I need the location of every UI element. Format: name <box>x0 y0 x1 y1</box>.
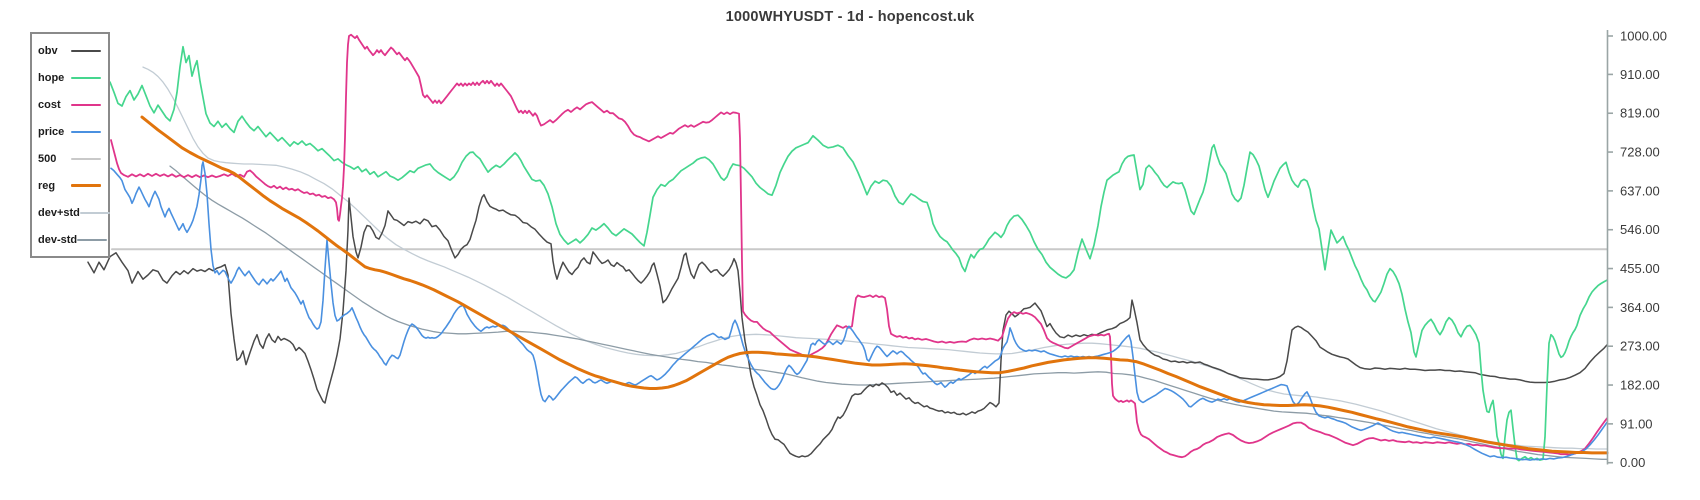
legend-item-price: price <box>32 119 108 145</box>
legend-swatch-cost-icon <box>71 103 101 106</box>
legend-item-500: 500 <box>32 146 108 172</box>
legend-label-cost: cost <box>38 98 61 111</box>
legend-label-dev+std: dev+std <box>38 206 80 219</box>
series-line-reg <box>140 115 1609 455</box>
series-line-hope <box>109 45 1608 462</box>
legend-swatch-reg-icon <box>71 184 101 187</box>
legend-label-hope: hope <box>38 71 65 84</box>
series-line-cost <box>110 33 1608 459</box>
y-axis-tick-label: 546.00 <box>1620 222 1660 237</box>
series-line-price <box>110 161 1608 461</box>
series-line-obv <box>87 193 1608 458</box>
legend-item-reg: reg <box>32 173 108 199</box>
chart-title: 1000WHYUSDT - 1d - hopencost.uk <box>725 9 975 25</box>
y-axis-tick-label: 1000.00 <box>1620 29 1667 44</box>
legend-label-500: 500 <box>38 152 57 165</box>
legend-item-hope: hope <box>32 65 108 91</box>
legend: obv hope cost price 500 reg dev+std dev-std <box>30 32 110 258</box>
series-line-dev-std <box>169 165 1608 460</box>
legend-item-dev+std: dev+std <box>32 200 110 226</box>
legend-label-obv: obv <box>38 44 58 57</box>
legend-swatch-obv-icon <box>71 49 101 52</box>
legend-label-price: price <box>38 125 65 138</box>
y-axis-tick-label: 910.00 <box>1620 67 1660 82</box>
y-axis-tick-label: 364.00 <box>1620 300 1660 315</box>
y-axis-tick-label: 0.00 <box>1620 455 1645 470</box>
legend-item-obv: obv <box>32 38 108 64</box>
legend-label-reg: reg <box>38 179 56 192</box>
legend-item-cost: cost <box>32 92 108 118</box>
y-axis-tick-label: 273.00 <box>1620 339 1660 354</box>
legend-swatch-dev-std-icon <box>77 238 108 241</box>
legend-item-dev-std: dev-std <box>32 227 108 253</box>
y-axis-tick-label: 728.00 <box>1620 145 1660 160</box>
legend-swatch-dev+std-icon <box>79 211 110 214</box>
y-axis-tick-label: 455.00 <box>1620 261 1660 276</box>
series-line-dev+std <box>142 66 1608 450</box>
y-axis-tick-label: 182.00 <box>1620 378 1660 393</box>
y-axis-tick-label: 637.00 <box>1620 183 1660 198</box>
y-axis-tick-label: 819.00 <box>1620 106 1660 121</box>
legend-swatch-hope-icon <box>71 76 101 79</box>
legend-swatch-price-icon <box>71 130 101 133</box>
y-axis-tick-label: 91.00 <box>1620 416 1653 431</box>
legend-swatch-500-icon <box>71 157 101 160</box>
legend-label-dev-std: dev-std <box>38 233 78 246</box>
